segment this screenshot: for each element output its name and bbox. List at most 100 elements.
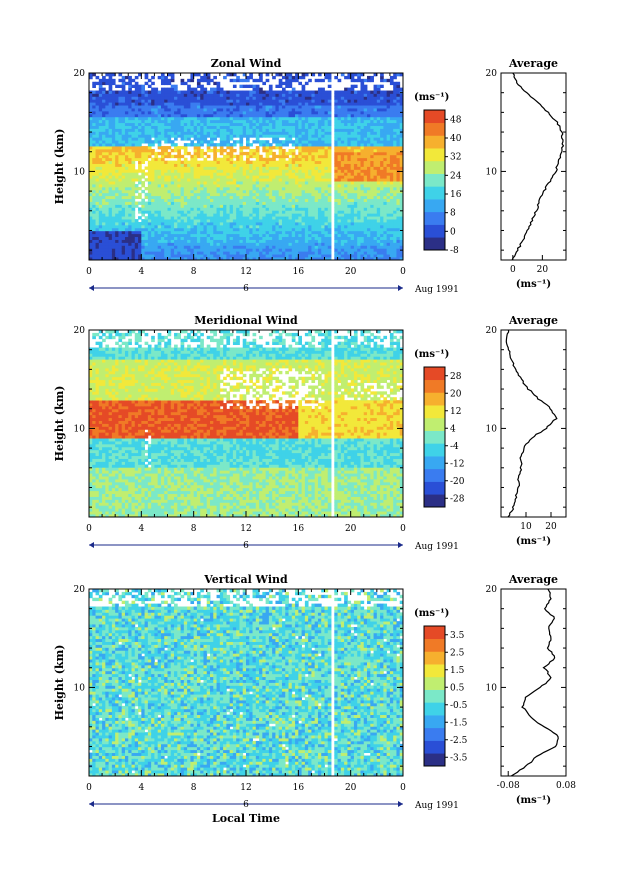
heatmap-cell <box>315 237 319 240</box>
heatmap-cell <box>174 237 178 240</box>
heatmap-cell <box>194 131 198 134</box>
heatmap-cell <box>217 102 221 105</box>
heatmap-cell <box>177 114 181 117</box>
heatmap-cell <box>184 184 188 187</box>
heatmap-cell <box>151 251 155 254</box>
heatmap-cell <box>145 204 149 207</box>
heatmap-cell <box>311 228 315 231</box>
heatmap-cell <box>266 129 270 132</box>
heatmap-cell <box>184 219 188 222</box>
heatmap-cell <box>102 93 106 96</box>
heatmap-cell <box>275 131 279 134</box>
heatmap-cell <box>230 216 234 219</box>
heatmap-cell <box>151 93 155 96</box>
heatmap-cell <box>145 158 149 161</box>
heatmap-cell <box>279 158 283 161</box>
heatmap-cell <box>177 129 181 132</box>
heatmap-cell <box>203 234 207 237</box>
heatmap-cell <box>125 204 129 207</box>
heatmap-cell <box>187 219 191 222</box>
heatmap-cell <box>112 237 116 240</box>
heatmap-cell <box>161 172 165 175</box>
heatmap-cell <box>321 79 325 82</box>
heatmap-cell <box>102 143 106 146</box>
heatmap-cell <box>89 99 93 102</box>
heatmap-cell <box>194 123 198 126</box>
heatmap-cell <box>96 190 100 193</box>
heatmap-cell <box>230 152 234 155</box>
heatmap-cell <box>141 105 145 108</box>
heatmap-cell <box>89 108 93 111</box>
heatmap-cell <box>243 204 247 207</box>
heatmap-cell <box>272 234 276 237</box>
heatmap-cell <box>109 187 113 190</box>
heatmap-cell <box>187 213 191 216</box>
heatmap-cell <box>200 131 204 134</box>
heatmap-cell <box>161 202 165 205</box>
heatmap-cell <box>197 210 201 213</box>
heatmap-cell <box>230 199 234 202</box>
heatmap-cell <box>158 207 162 210</box>
heatmap-cell <box>279 155 283 158</box>
heatmap-cell <box>253 196 257 199</box>
heatmap-cell <box>109 181 113 184</box>
heatmap-cell <box>298 193 302 196</box>
heatmap-cell <box>217 187 221 190</box>
heatmap-cell <box>239 91 243 94</box>
heatmap-cell <box>298 108 302 111</box>
heatmap-cell <box>161 222 165 225</box>
heatmap-cell <box>187 181 191 184</box>
heatmap-cell <box>168 242 172 245</box>
heatmap-cell <box>164 248 168 251</box>
heatmap-cell <box>259 228 263 231</box>
heatmap-cell <box>141 146 145 149</box>
heatmap-cell <box>305 196 309 199</box>
heatmap-cell <box>109 137 113 140</box>
heatmap-cell <box>132 251 136 254</box>
heatmap-cell <box>181 245 185 248</box>
heatmap-cell <box>125 76 129 79</box>
heatmap-cell <box>89 76 93 79</box>
heatmap-cell <box>308 79 312 82</box>
heatmap-cell <box>289 245 293 248</box>
heatmap-cell <box>125 175 129 178</box>
heatmap-cell <box>105 82 109 85</box>
heatmap-cell <box>217 228 221 231</box>
heatmap-cell <box>302 254 306 257</box>
heatmap-cell <box>236 228 240 231</box>
heatmap-cell <box>285 161 289 164</box>
heatmap-cell <box>239 126 243 129</box>
heatmap-cell <box>295 181 299 184</box>
heatmap-cell <box>184 196 188 199</box>
heatmap-cell <box>239 181 243 184</box>
heatmap-cell <box>99 222 103 225</box>
heatmap-cell <box>305 123 309 126</box>
heatmap-cell <box>315 213 319 216</box>
heatmap-cell <box>187 234 191 237</box>
heatmap-cell <box>105 199 109 202</box>
heatmap-cell <box>151 143 155 146</box>
heatmap-cell <box>220 242 224 245</box>
heatmap-cell <box>321 251 325 254</box>
heatmap-cell <box>92 237 96 240</box>
heatmap-cell <box>243 240 247 243</box>
heatmap-cell <box>305 184 309 187</box>
heatmap-cell <box>305 143 309 146</box>
heatmap-cell <box>285 126 289 129</box>
heatmap-cell <box>295 228 299 231</box>
heatmap-cell <box>298 114 302 117</box>
heatmap-cell <box>253 134 257 137</box>
heatmap-cell <box>302 193 306 196</box>
heatmap-cell <box>249 120 253 123</box>
heatmap-cell <box>141 225 145 228</box>
heatmap-cell <box>311 152 315 155</box>
heatmap-cell <box>138 222 142 225</box>
heatmap-cell <box>92 228 96 231</box>
heatmap-cell <box>115 240 119 243</box>
heatmap-cell <box>135 152 139 155</box>
heatmap-cell <box>148 111 152 114</box>
heatmap-cell <box>184 93 188 96</box>
heatmap-cell <box>289 172 293 175</box>
heatmap-cell <box>239 158 243 161</box>
heatmap-cell <box>118 134 122 137</box>
